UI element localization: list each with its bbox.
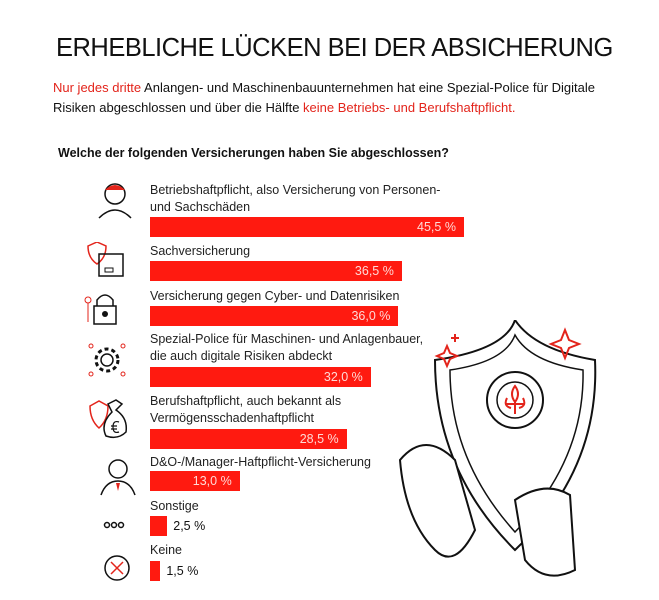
value-label: 13,0 % (192, 474, 232, 488)
category-label: Sonstige (150, 499, 199, 513)
value-label: 1,5 % (166, 564, 199, 578)
shield-gear-illustration (398, 320, 597, 577)
category-label: Keine (150, 543, 182, 557)
shield-box-icon (87, 242, 124, 277)
category-label: Sachversicherung (150, 244, 251, 258)
padlock-chip-icon (84, 294, 117, 325)
bar (150, 306, 399, 326)
value-label: 45,5 % (417, 220, 456, 234)
bar (150, 561, 161, 581)
bar (150, 261, 402, 281)
value-label: 28,5 % (299, 432, 339, 446)
value-label: 36,5 % (354, 264, 394, 278)
bar (150, 429, 347, 449)
page-title: ERHEBLICHE LÜCKEN BEI DER ABSICHERUNG (56, 34, 613, 62)
intro-highlight-1: Nur jedes dritte (53, 80, 142, 95)
category-label: Berufshaftpflicht, auch bekannt als Verm… (150, 394, 342, 425)
category-label: Betriebshaftpflicht, also Versicherung v… (150, 183, 441, 214)
value-label: 36,0 % (351, 309, 391, 323)
manager-icon (100, 459, 136, 496)
dots-icon (103, 521, 125, 529)
category-label: D&O-/Manager-Haftpflicht-Versicherung (150, 455, 371, 469)
value-label: 2,5 % (173, 519, 206, 533)
value-label: 32,0 % (323, 370, 363, 384)
bar (150, 367, 371, 387)
intro-highlight-2: keine Betriebs- und Berufshaftpflicht. (303, 100, 516, 115)
worker-icon (98, 183, 132, 219)
bar (150, 516, 168, 536)
money-bag-shield-icon (89, 399, 128, 439)
gear-icon (88, 343, 126, 377)
category-label: Spezial-Police für Maschinen- und Anlage… (150, 332, 424, 363)
category-label: Versicherung gegen Cyber- und Datenrisik… (150, 289, 400, 303)
bar (150, 471, 240, 491)
intro-body: Anlangen- und Maschinenbauunternehmen ha… (53, 80, 596, 115)
x-circle-icon (104, 555, 130, 581)
intro-text: Nur jedes dritte Anlangen- und Maschinen… (53, 78, 633, 118)
chart-question: Welche der folgenden Versicherungen habe… (58, 146, 449, 160)
bar (150, 217, 464, 237)
